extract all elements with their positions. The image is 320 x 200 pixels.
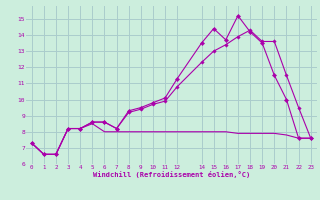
X-axis label: Windchill (Refroidissement éolien,°C): Windchill (Refroidissement éolien,°C): [92, 171, 250, 178]
